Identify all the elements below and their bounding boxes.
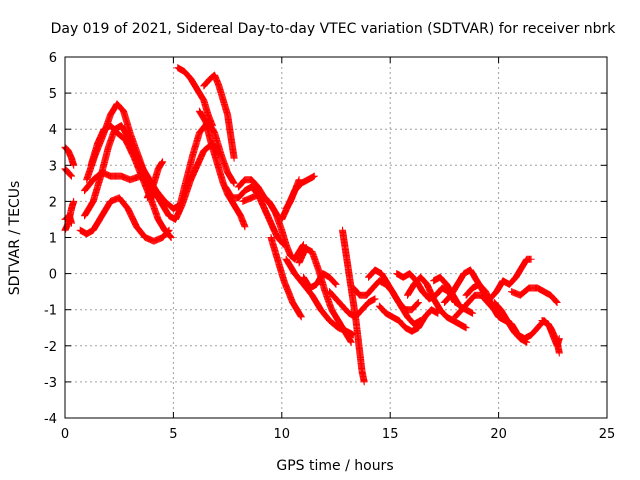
series-arc-p: [239, 190, 307, 263]
axis-ticks: 0 5 10 15 20 25 -4 -3 -2 -1 0 1 2 3 4 5 6: [44, 51, 615, 442]
y-tick-label: -2: [44, 340, 57, 355]
series-arc-aa: [375, 302, 442, 335]
series-arc-u: [295, 244, 355, 346]
chart-title: Day 019 of 2021, Sidereal Day-to-day VTE…: [51, 21, 617, 37]
x-axis-label: GPS time / hours: [276, 458, 393, 474]
series-arc-m: [195, 107, 249, 231]
series-arc-j: [143, 158, 167, 202]
y-tick-label: 5: [49, 87, 57, 102]
x-tick-label: 15: [382, 427, 399, 442]
series-arc-v: [300, 270, 340, 292]
series-markers: [486, 255, 535, 303]
x-tick-label: 5: [169, 427, 177, 442]
series-markers: [174, 64, 216, 130]
series-arc-aj: [508, 284, 561, 306]
series-arc-ai: [490, 299, 531, 346]
series-arc-i: [87, 122, 175, 241]
y-tick-label: 3: [49, 159, 57, 174]
series-arc-ak: [538, 317, 563, 350]
series-arc-x: [339, 226, 368, 386]
series-markers: [282, 176, 303, 213]
series-markers: [508, 284, 561, 306]
x-tick-label: 25: [599, 427, 616, 442]
series-arc-k: [174, 64, 216, 130]
y-tick-label: -3: [44, 376, 57, 391]
series-arc-l: [200, 71, 238, 162]
series-arc-s: [282, 176, 303, 213]
x-tick-label: 20: [490, 427, 507, 442]
series-arc-e: [76, 194, 173, 245]
series-markers: [538, 317, 563, 350]
y-tick-label: 0: [49, 268, 57, 283]
y-tick-label: 2: [49, 195, 57, 210]
data-series: [61, 64, 563, 386]
x-tick-label: 10: [274, 427, 291, 442]
x-tick-label: 0: [61, 427, 69, 442]
series-arc-q: [267, 234, 305, 321]
y-tick-label: -1: [44, 304, 57, 319]
y-tick-label: 4: [49, 123, 57, 138]
series-arc-ac: [404, 273, 470, 332]
y-tick-label: -4: [44, 412, 57, 427]
series-arc-ah: [486, 255, 535, 303]
y-tick-label: 1: [49, 232, 57, 247]
series-arc-z: [365, 266, 425, 328]
grid-lines: [65, 57, 607, 418]
y-axis-label: SDTVAR / TECUs: [7, 181, 23, 296]
series-markers: [195, 107, 249, 231]
y-tick-label: 6: [49, 51, 57, 66]
series-markers: [490, 299, 531, 346]
